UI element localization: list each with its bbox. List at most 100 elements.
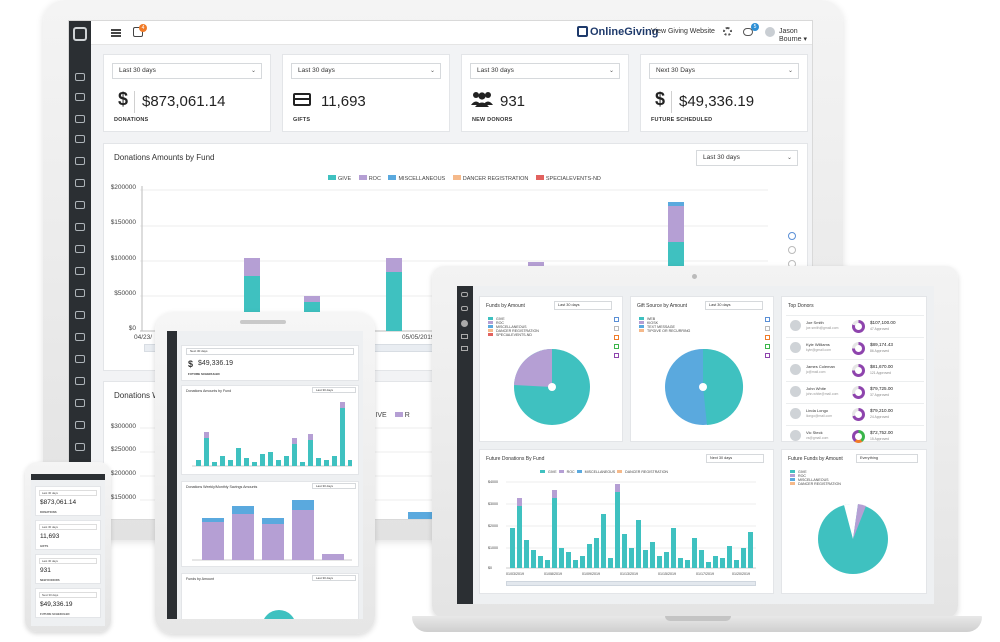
range-select[interactable]: Last 30 days	[312, 387, 356, 393]
range-select[interactable]: Next 30 days	[706, 454, 764, 463]
link-icon[interactable]	[461, 292, 468, 297]
zoom-icon[interactable]	[614, 317, 619, 322]
tools-icon[interactable]	[75, 289, 85, 297]
legend-special[interactable]: SPECIALEVENTS-ND	[545, 176, 601, 182]
refresh-icon[interactable]	[614, 335, 619, 340]
x-tick: 04/23/	[134, 334, 153, 341]
save-icon[interactable]	[614, 353, 619, 358]
messages-icon[interactable]	[75, 157, 85, 165]
range-select[interactable]: Next 30 days	[39, 592, 97, 598]
more-icon-2[interactable]	[75, 333, 85, 341]
bar	[348, 460, 352, 466]
legend-roc[interactable]: R	[404, 412, 410, 419]
tags-icon[interactable]	[75, 223, 85, 231]
dashboard-icon[interactable]	[75, 93, 85, 101]
chart-zoom-bar[interactable]	[506, 581, 756, 586]
bar	[260, 454, 265, 466]
legend-misc[interactable]: MISCELLANEOUS	[398, 176, 446, 182]
zoom-icon[interactable]	[765, 317, 770, 322]
tasks-icon[interactable]	[133, 27, 143, 37]
donor-ring	[852, 320, 865, 333]
stat-label: DONATIONS	[114, 117, 149, 123]
range-select[interactable]: Everything	[856, 454, 918, 463]
comment-icon[interactable]	[75, 421, 85, 429]
phone-screen: Last 30 days $873,061.14 DONATIONS Last 30…	[31, 474, 105, 626]
legend-swatch-roc	[358, 175, 367, 180]
list-item[interactable]: Linda Longo llongo@mail.com $79,210.00 24 A…	[786, 403, 924, 425]
search-icon[interactable]	[75, 311, 85, 319]
phone-icon[interactable]	[75, 399, 85, 407]
stat-label: GIFTS	[40, 544, 49, 548]
avatar[interactable]	[765, 27, 775, 37]
bar	[300, 462, 305, 466]
link-icon-2[interactable]	[461, 306, 468, 311]
chart-title: Donations Amounts by Fund	[186, 389, 232, 393]
people-icon[interactable]	[75, 201, 85, 209]
view-giving-website-link[interactable]: View Giving Website	[651, 28, 715, 35]
refresh-icon[interactable]	[765, 335, 770, 340]
range-select[interactable]: Last 30 days	[312, 483, 356, 489]
range-select[interactable]: Last 30 days	[705, 301, 763, 310]
legend-roc[interactable]: ROC	[368, 176, 381, 182]
data-icon[interactable]	[765, 344, 770, 349]
y-tick: $250000	[110, 446, 136, 453]
brand-logo[interactable]: OnlineGiving	[577, 26, 658, 38]
save-icon[interactable]	[765, 353, 770, 358]
bar	[196, 460, 201, 466]
bar	[324, 460, 329, 466]
range-select[interactable]: Last 30 days ⌄	[112, 63, 262, 79]
legend-give[interactable]: GIVE	[338, 176, 352, 182]
more-icon-3[interactable]	[75, 443, 85, 451]
list-icon[interactable]	[75, 267, 85, 275]
list-item[interactable]: Kyle Williams kyle@gmail.com $89,174.43 86 …	[786, 337, 924, 359]
range-select[interactable]: Last 30 days	[39, 558, 97, 564]
laptop-camera	[692, 274, 697, 279]
stat-card-new-donors: Last 30 days ⌄ 931 NEW DONORS	[461, 54, 629, 132]
payment-icon[interactable]	[75, 377, 85, 385]
data-icon[interactable]	[614, 344, 619, 349]
reset-icon[interactable]	[614, 326, 619, 331]
bar	[292, 438, 297, 444]
user-menu[interactable]: Jason Bourne ▾	[779, 28, 808, 43]
help-icon[interactable]	[461, 320, 468, 327]
calendar-icon[interactable]	[75, 179, 85, 187]
chat-icon[interactable]	[75, 355, 85, 363]
divider	[671, 91, 672, 113]
legend-give[interactable]: GIVE	[370, 412, 387, 419]
pin-icon[interactable]	[461, 334, 468, 339]
range-select[interactable]: Last 30 days	[312, 575, 356, 581]
bar	[615, 484, 620, 492]
more-icon[interactable]	[75, 73, 85, 81]
y-tick: $100000	[110, 255, 136, 262]
range-select[interactable]: Last 30 days ⌄	[291, 63, 441, 79]
y-tick: $3000	[488, 502, 498, 506]
list-item[interactable]: James Coleman jc@mail.com $81,670.00 121 Ap…	[786, 359, 924, 381]
gallery-icon[interactable]	[461, 346, 468, 351]
list-item[interactable]: Vic Steck vs@gmail.com $72,752.00 15 Approv…	[786, 425, 924, 443]
bar	[304, 296, 320, 302]
app-logo-icon[interactable]	[73, 27, 87, 41]
range-select[interactable]: Last 30 days	[39, 524, 97, 530]
range-select[interactable]: Last 30 days ⌄	[470, 63, 620, 79]
laptop-notch	[665, 616, 731, 621]
brand-logo-icon	[577, 26, 588, 37]
donations-icon[interactable]	[75, 135, 85, 143]
legend-dancer[interactable]: DANCER REGISTRATION	[462, 176, 529, 182]
range-select[interactable]: Next 30 days	[186, 348, 354, 355]
menu-icon[interactable]	[111, 29, 121, 37]
reset-icon[interactable]	[788, 246, 796, 254]
zoom-icon[interactable]	[788, 232, 796, 240]
list-item[interactable]: Joe Smith joe.smith@gmail.com $107,100.00 4…	[786, 315, 924, 337]
chart-range-select[interactable]: Last 30 days ⌄	[696, 150, 798, 166]
chat-icon[interactable]	[743, 28, 753, 36]
list-item[interactable]: John White john.white@mail.com $79,725.00 3…	[786, 381, 924, 403]
reset-icon[interactable]	[765, 326, 770, 331]
range-select[interactable]: Last 30 days	[554, 301, 612, 310]
gear-icon[interactable]	[723, 27, 732, 36]
gift-source-pie-chart	[665, 348, 744, 425]
range-select[interactable]: Next 30 Days ⌄	[649, 63, 799, 79]
stat-label: FUTURE SCHEDULED	[188, 372, 220, 376]
range-select[interactable]: Last 30 days	[39, 490, 97, 496]
settings-icon[interactable]	[75, 245, 85, 253]
reports-icon[interactable]	[75, 115, 85, 123]
